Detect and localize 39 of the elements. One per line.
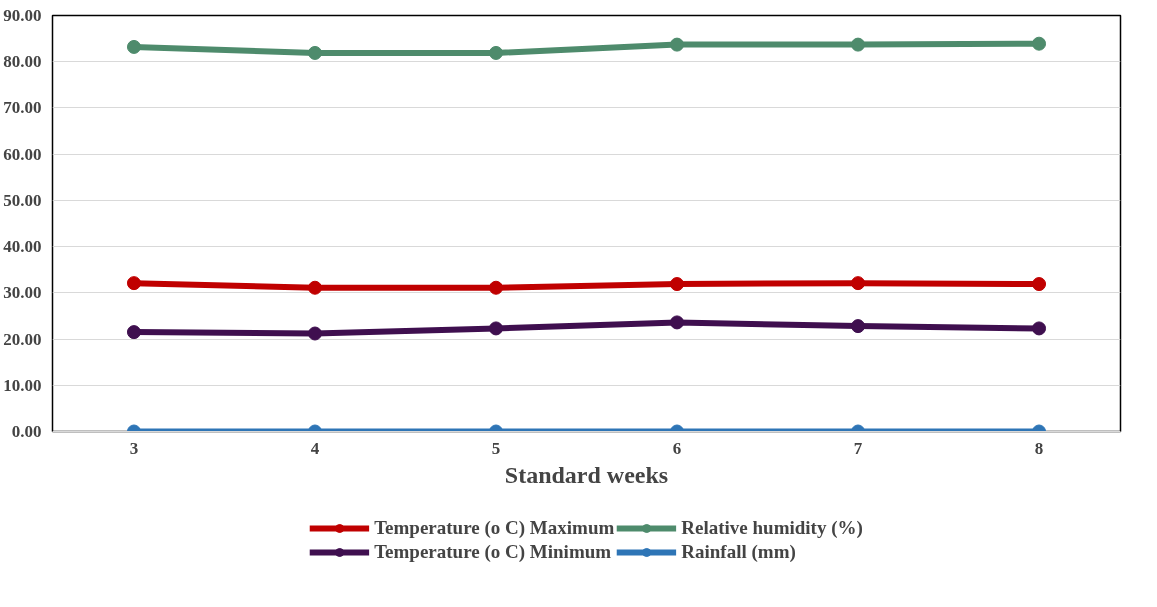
legend-label: Temperature (o C) Minimum [374, 541, 612, 563]
point [851, 319, 866, 334]
point [1032, 277, 1047, 292]
legend-label: Relative humidity (%) [681, 517, 863, 539]
point [488, 280, 503, 295]
x-axis-title: Standard weeks [504, 461, 669, 488]
y-tick-label: 40.00 [3, 237, 42, 257]
point [307, 280, 322, 295]
y-tick-label: 0.00 [11, 422, 42, 441]
point [126, 276, 141, 291]
point [670, 277, 685, 292]
y-tick-label: 10.00 [3, 375, 42, 395]
point [670, 315, 685, 330]
y-tick-label: 50.00 [3, 190, 42, 210]
point [488, 321, 503, 336]
y-tick-label: 60.00 [3, 144, 42, 164]
x-tick-label: 7 [853, 438, 863, 458]
x-tick-label: 6 [672, 438, 682, 458]
y-tick-label: 30.00 [3, 283, 42, 303]
y-tick-label: 70.00 [3, 98, 42, 118]
point [126, 39, 141, 54]
legend-label: Rainfall (mm) [681, 541, 796, 563]
point [1032, 36, 1047, 51]
legend-label: Temperature (o C) Maximum [374, 517, 615, 539]
x-tick-label: 3 [129, 438, 139, 458]
point [488, 45, 503, 60]
y-tick-label: 80.00 [3, 52, 42, 72]
point [307, 326, 322, 341]
point [670, 37, 685, 52]
point [1032, 321, 1047, 336]
y-tick-label: 90.00 [3, 6, 42, 25]
point [851, 37, 866, 52]
point [851, 276, 866, 291]
x-tick-label: 8 [1034, 438, 1044, 458]
x-tick-label: 4 [310, 438, 320, 458]
point [307, 45, 322, 60]
point [126, 325, 141, 340]
y-tick-label: 20.00 [3, 329, 42, 349]
x-tick-label: 5 [491, 438, 501, 458]
